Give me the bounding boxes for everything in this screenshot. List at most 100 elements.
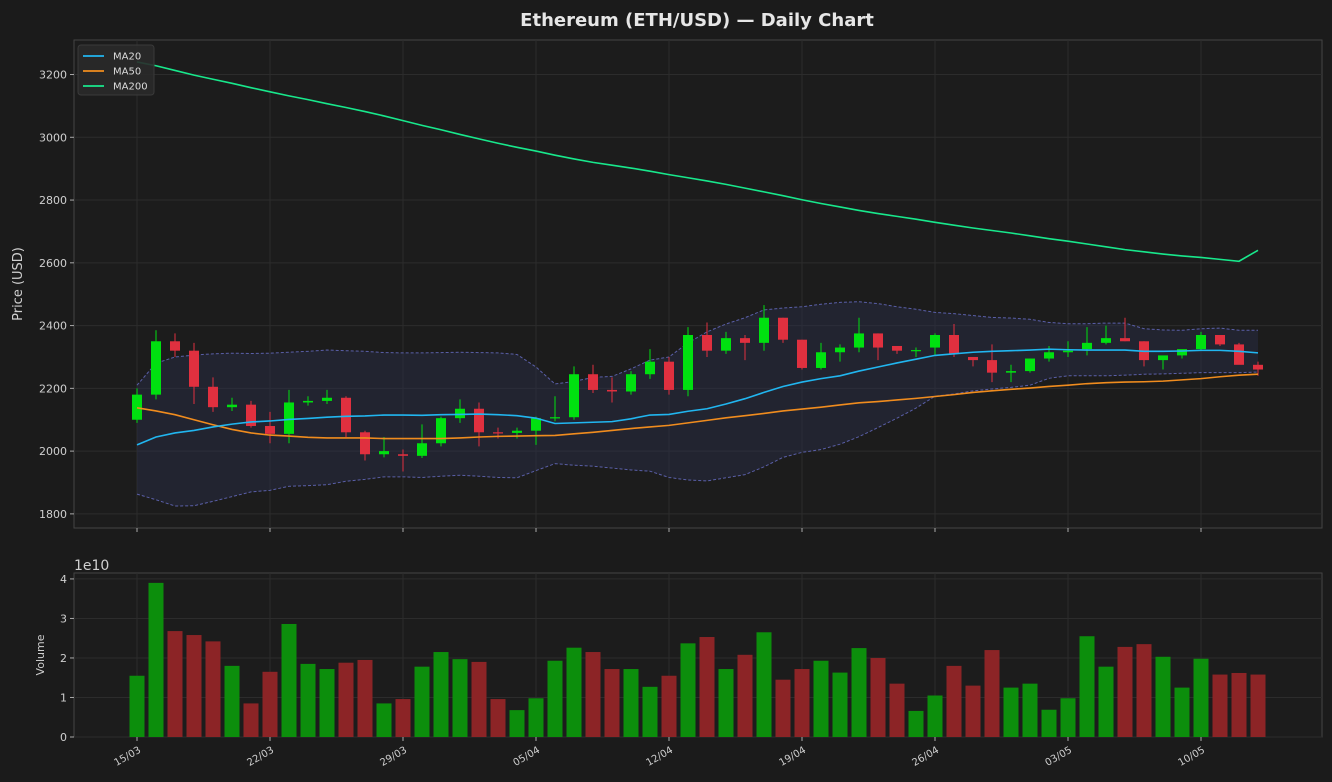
candle-body (835, 347, 845, 353)
volume-bar (927, 695, 943, 737)
volume-bar (205, 641, 221, 737)
candle-body (1044, 352, 1054, 359)
volume-bar (1174, 687, 1190, 737)
volume-bar (1136, 644, 1152, 737)
date-tick-label: 26/04 (911, 745, 941, 769)
candle-body (1025, 358, 1035, 372)
candle-body (1234, 344, 1244, 365)
volume-bar (889, 683, 905, 737)
candle-body (474, 408, 484, 433)
legend-entry: MA200 (113, 82, 148, 93)
volume-bar (718, 669, 734, 737)
legend: MA20 MA50 MA200 (77, 44, 155, 96)
candle-body (322, 397, 332, 401)
candle-body (607, 389, 617, 392)
price-tick-label: 3200 (39, 69, 67, 82)
candle-body (1101, 338, 1111, 343)
candle-body (740, 338, 750, 343)
candle-body (246, 404, 256, 427)
legend-entry: MA50 (113, 67, 141, 78)
volume-bar (794, 669, 810, 737)
volume-bar (984, 650, 1000, 737)
candle-body (949, 334, 959, 354)
volume-panel: 0 1 2 3 4 15/03 22/03 29/03 05/04 12/04 19/04 26/04… (60, 572, 1323, 769)
date-tick-label: 03/05 (1044, 745, 1074, 769)
candle-body (265, 426, 275, 434)
volume-bar (813, 660, 829, 737)
volume-bar (1250, 674, 1266, 737)
date-tick-label: 05/04 (512, 745, 542, 769)
date-tick-label: 29/03 (379, 745, 409, 769)
ma200-line (136, 61, 1259, 263)
volume-bar (357, 659, 373, 737)
candle-body (151, 341, 161, 395)
candle-body (1196, 334, 1206, 350)
volume-bar (756, 632, 772, 737)
price-tick-label: 2000 (39, 445, 67, 458)
candle-body (1120, 338, 1130, 342)
candle-body (987, 360, 997, 373)
candle-body (132, 394, 142, 420)
candle-body (341, 397, 351, 433)
candle-body (759, 317, 769, 343)
candle-body (1177, 349, 1187, 356)
volume-bar (376, 703, 392, 737)
volume-bar (737, 654, 753, 737)
volume-bar (585, 652, 601, 737)
price-panel: 1800 2000 2200 2400 2600 2800 3000 3200 MA20 MA50… (39, 39, 1323, 532)
candle-body (1082, 342, 1092, 350)
volume-bar (1079, 636, 1095, 737)
volume-bar (680, 643, 696, 737)
candle-body (816, 352, 826, 368)
ma50-line (136, 373, 1259, 440)
candle-body (550, 417, 560, 419)
volume-bar (281, 623, 297, 737)
volume-plot-area (73, 572, 1323, 738)
candle-body (227, 404, 237, 408)
price-tick-label: 3000 (39, 131, 67, 144)
volume-bar (870, 657, 886, 737)
volume-bar (1060, 698, 1076, 737)
volume-bar (509, 710, 525, 737)
legend-box (77, 44, 155, 96)
candle-body (664, 361, 674, 390)
volume-bar (775, 679, 791, 737)
volume-bar (699, 637, 715, 737)
volume-bar (1041, 709, 1057, 737)
candle-body (873, 333, 883, 348)
candle-body (1006, 371, 1016, 373)
candle-body (702, 334, 712, 351)
date-tick-label: 12/04 (645, 745, 675, 769)
volume-bar (490, 699, 506, 737)
candle-body (645, 361, 655, 375)
volume-tick-label: 0 (60, 731, 67, 744)
candle-body (455, 408, 465, 419)
volume-bar (129, 675, 145, 737)
volume-tick-label: 2 (60, 652, 67, 665)
price-tick-label: 2800 (39, 194, 67, 207)
candle-body (569, 374, 579, 418)
candle-body (493, 432, 503, 434)
volume-bar (1117, 646, 1133, 737)
candle-body (1253, 364, 1263, 370)
candle-body (683, 334, 693, 390)
volume-tick-label: 1 (60, 691, 67, 704)
candle-body (1215, 334, 1225, 345)
volume-bar (604, 669, 620, 737)
volume-bar (243, 703, 259, 737)
volume-bar (1231, 672, 1247, 737)
candle-body (588, 374, 598, 390)
volume-bar (452, 659, 468, 737)
volume-bar (319, 669, 335, 737)
volume-bar (167, 631, 183, 737)
volume-bar (965, 685, 981, 737)
candle-body (1158, 355, 1168, 361)
candle-body (208, 386, 218, 408)
volume-bar (1193, 658, 1209, 737)
candle-body (721, 338, 731, 351)
volume-bar (1212, 674, 1228, 737)
candle-body (854, 333, 864, 348)
date-tick-label: 15/03 (113, 745, 143, 769)
candle-body (303, 400, 313, 403)
